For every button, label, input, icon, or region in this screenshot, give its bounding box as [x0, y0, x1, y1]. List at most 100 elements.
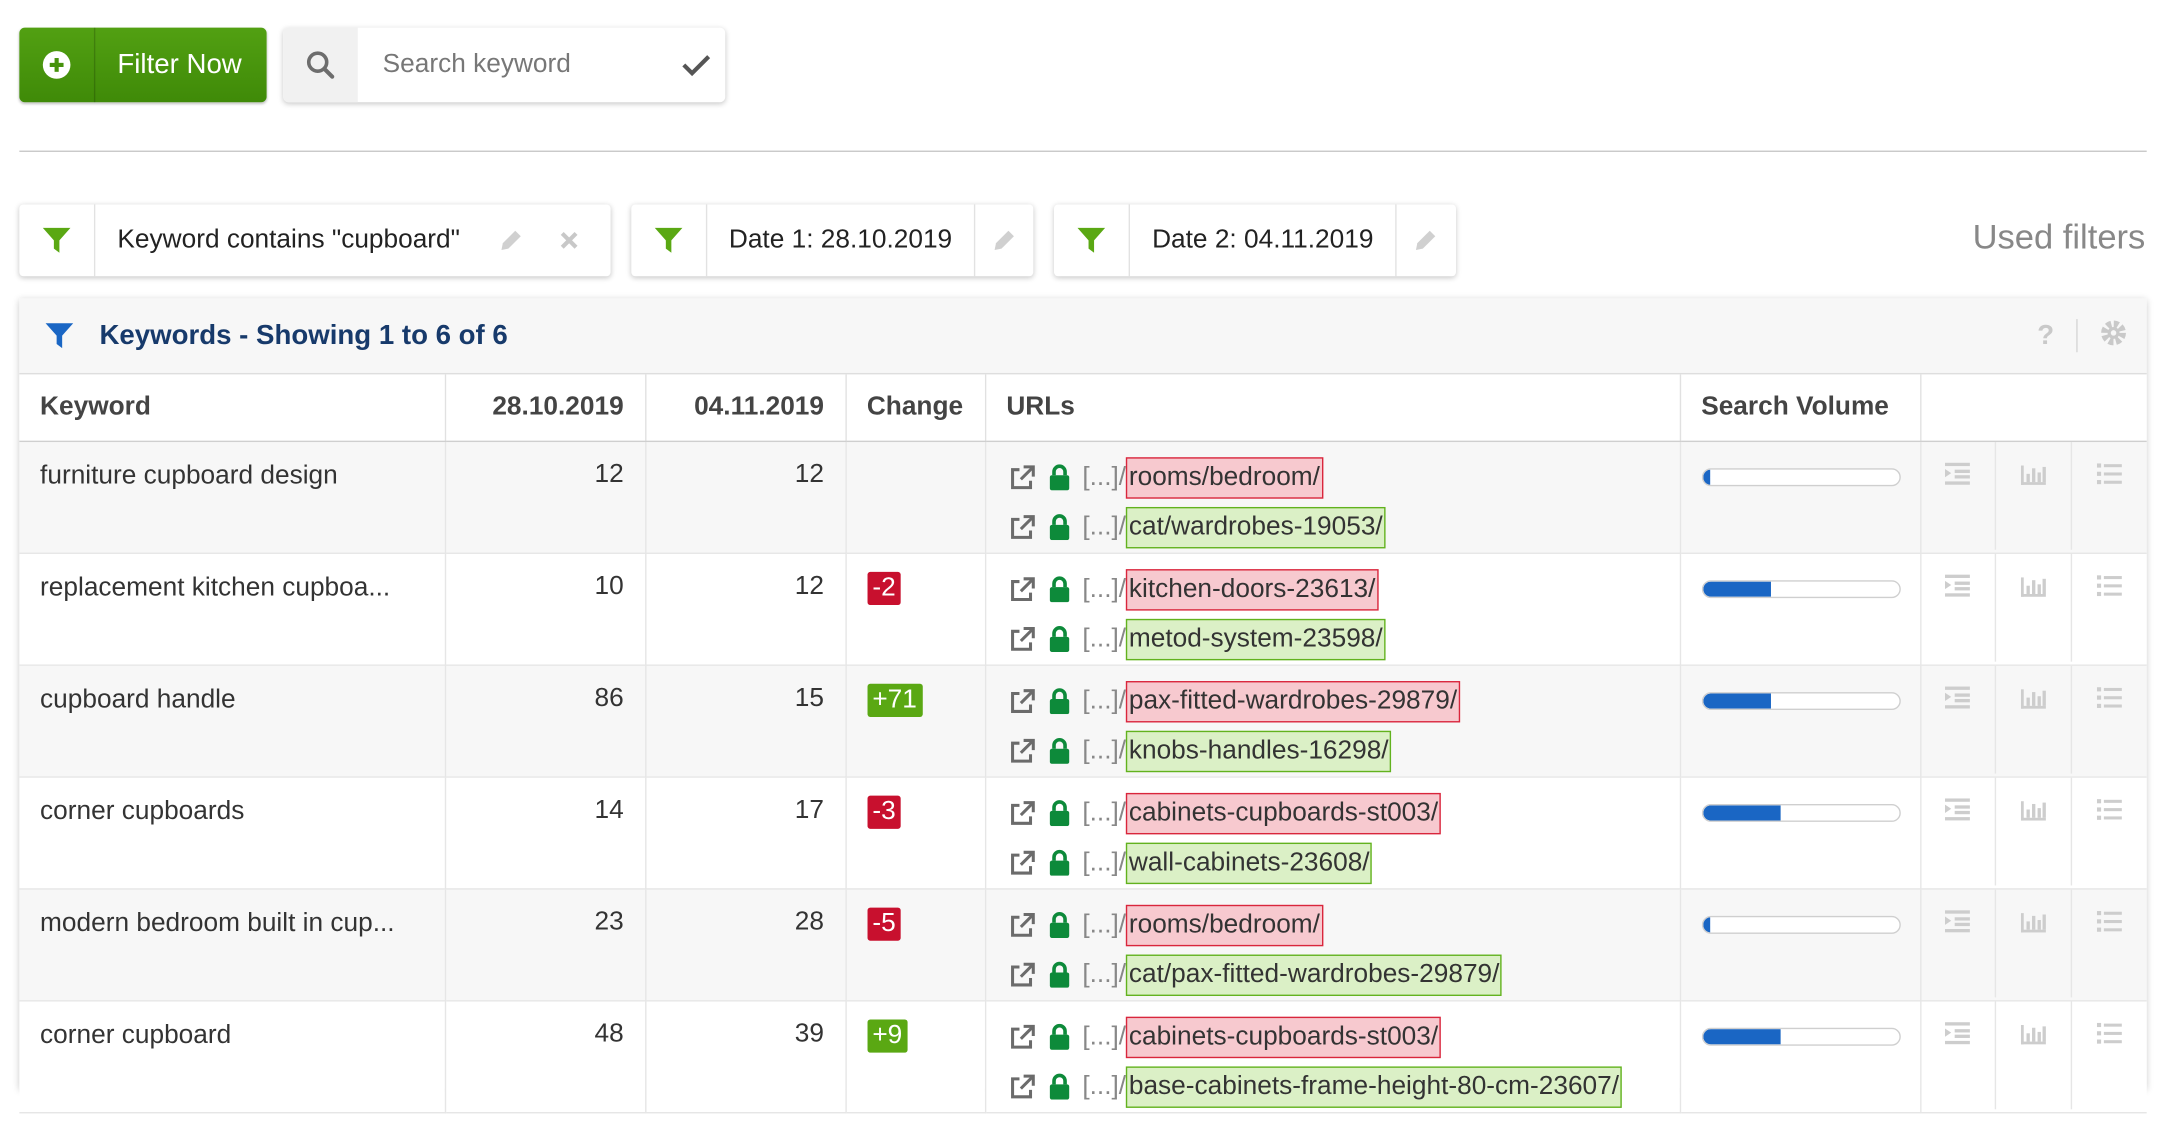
external-link-icon[interactable] — [1008, 625, 1038, 653]
url-path-new[interactable]: knobs-handles-16298/ — [1126, 730, 1392, 772]
filter-chip-date2[interactable]: Date 2: 04.11.2019 — [1054, 204, 1456, 277]
column-header-date1[interactable]: 28.10.2019 — [444, 374, 646, 442]
bar-chart-icon[interactable] — [1996, 553, 2072, 661]
url-path-lost[interactable]: rooms/bedroom/ — [1126, 456, 1323, 498]
lock-icon — [1038, 688, 1079, 715]
list-icon[interactable] — [2071, 889, 2146, 997]
row-actions-cell — [1920, 888, 2147, 1001]
table-row: furniture cupboard design 12 12 [...]/rooms… — [19, 440, 2147, 554]
change-cell — [845, 440, 986, 554]
urls-cell: [...]/kitchen-doors-23613/[...]/metod-sy… — [984, 552, 1681, 666]
url-line-lost: [...]/pax-fitted-wardrobes-29879/ — [1008, 676, 1679, 726]
url-path-lost[interactable]: kitchen-doors-23613/ — [1126, 568, 1379, 610]
external-link-icon[interactable] — [1008, 575, 1038, 603]
external-link-icon[interactable] — [1008, 911, 1038, 939]
url-path-lost[interactable]: cabinets-cupboards-st003/ — [1126, 792, 1441, 834]
bar-chart-icon[interactable] — [1996, 777, 2072, 885]
search-input[interactable] — [357, 48, 669, 82]
external-link-icon[interactable] — [1008, 849, 1038, 877]
keyword-cell[interactable]: corner cupboards — [19, 776, 446, 889]
list-icon[interactable] — [2071, 665, 2146, 773]
panel-header: Keywords - Showing 1 to 6 of 6 ? — [19, 298, 2147, 375]
url-prefix: [...]/ — [1082, 847, 1127, 877]
gear-icon[interactable] — [2100, 318, 2128, 353]
list-icon[interactable] — [2071, 441, 2146, 549]
bar-chart-icon[interactable] — [1996, 1000, 2072, 1109]
change-badge: +71 — [866, 683, 923, 717]
column-header-urls[interactable]: URLs — [984, 374, 1681, 442]
url-path-lost[interactable]: rooms/bedroom/ — [1126, 904, 1323, 946]
rank-date2-cell: 28 — [645, 888, 847, 1001]
url-path-new[interactable]: base-cabinets-frame-height-80-cm-23607/ — [1126, 1065, 1622, 1108]
column-header-date2[interactable]: 04.11.2019 — [645, 374, 847, 442]
url-path-lost[interactable]: cabinets-cupboards-st003/ — [1126, 1016, 1441, 1058]
urls-cell: [...]/cabinets-cupboards-st003/[...]/wal… — [984, 776, 1681, 889]
url-prefix: [...]/ — [1082, 735, 1127, 765]
external-link-icon[interactable] — [1008, 463, 1038, 491]
used-filters-label: Used filters — [1972, 218, 2146, 257]
bar-chart-icon[interactable] — [1996, 888, 2072, 997]
table-row: replacement kitchen cupboa... 10 12 -2 [...]… — [19, 552, 2147, 666]
search-volume-bar — [1701, 803, 1901, 822]
list-icon[interactable] — [2071, 1001, 2146, 1109]
list-icon[interactable] — [2071, 777, 2146, 885]
external-link-icon[interactable] — [1008, 961, 1038, 989]
external-link-icon[interactable] — [1008, 799, 1038, 827]
filter-chip-date1[interactable]: Date 1: 28.10.2019 — [631, 204, 1034, 277]
close-icon[interactable] — [540, 204, 598, 276]
external-link-icon[interactable] — [1008, 1073, 1038, 1101]
check-icon[interactable] — [669, 52, 724, 77]
indent-list-icon[interactable] — [1921, 777, 1997, 885]
indent-list-icon[interactable] — [1921, 553, 1997, 661]
url-line-lost: [...]/rooms/bedroom/ — [1008, 900, 1679, 950]
indent-list-icon[interactable] — [1921, 888, 1997, 997]
search-volume-fill — [1702, 916, 1711, 932]
plus-circle-icon — [42, 51, 71, 79]
filter-chip-keyword[interactable]: Keyword contains "cupboard" — [19, 204, 611, 277]
pencil-icon[interactable] — [1395, 204, 1455, 277]
external-link-icon[interactable] — [1008, 737, 1038, 765]
filter-chip-label: Date 2: 04.11.2019 — [1152, 225, 1374, 255]
external-link-icon[interactable] — [1008, 513, 1038, 541]
indent-list-icon[interactable] — [1921, 665, 1997, 773]
lock-icon — [1038, 576, 1079, 603]
row-actions — [1921, 888, 2147, 997]
column-header-keyword[interactable]: Keyword — [19, 374, 446, 442]
keyword-cell[interactable]: modern bedroom built in cup... — [19, 888, 446, 1001]
rank-date2-cell: 39 — [645, 1000, 847, 1113]
help-icon[interactable]: ? — [2037, 319, 2055, 351]
indent-list-icon[interactable] — [1921, 1000, 1997, 1109]
search-icon[interactable] — [283, 27, 358, 103]
indent-list-icon[interactable] — [1921, 441, 1997, 550]
url-prefix: [...]/ — [1082, 511, 1127, 541]
list-icon[interactable] — [2071, 553, 2146, 661]
column-header-search-volume[interactable]: Search Volume — [1679, 374, 1921, 442]
bar-chart-icon[interactable] — [1996, 665, 2072, 773]
bar-chart-icon[interactable] — [1996, 441, 2072, 550]
url-path-new[interactable]: cat/pax-fitted-wardrobes-29879/ — [1126, 953, 1503, 996]
url-path-new[interactable]: cat/wardrobes-19053/ — [1126, 506, 1386, 548]
rank-date1-cell: 14 — [444, 776, 646, 889]
urls-cell: [...]/cabinets-cupboards-st003/[...]/bas… — [984, 1000, 1681, 1113]
keyword-cell[interactable]: furniture cupboard design — [19, 440, 446, 554]
keyword-cell[interactable]: cupboard handle — [19, 664, 446, 778]
url-path-new[interactable]: wall-cabinets-23608/ — [1126, 841, 1373, 884]
url-line-new: [...]/cat/wardrobes-19053/ — [1008, 502, 1679, 552]
row-actions — [1921, 1000, 2147, 1109]
pencil-icon[interactable] — [482, 204, 540, 276]
search-volume-cell — [1679, 776, 1921, 889]
url-path-new[interactable]: metod-system-23598/ — [1126, 618, 1386, 660]
row-actions — [1921, 441, 2147, 550]
filter-now-button[interactable]: Filter Now — [19, 27, 267, 103]
urls-cell: [...]/ rooms/bedroom/[...]/cat/wardrobes-… — [984, 440, 1681, 554]
table-row: modern bedroom built in cup... 23 28 -5 [...… — [19, 888, 2147, 1001]
keyword-cell[interactable]: corner cupboard — [19, 1000, 446, 1113]
lock-icon — [1038, 1023, 1079, 1050]
column-header-change[interactable]: Change — [845, 374, 986, 442]
pencil-icon[interactable] — [974, 204, 1033, 277]
external-link-icon[interactable] — [1008, 1023, 1038, 1051]
lock-icon — [1038, 626, 1079, 653]
url-path-lost[interactable]: pax-fitted-wardrobes-29879/ — [1126, 680, 1460, 722]
keyword-cell[interactable]: replacement kitchen cupboa... — [19, 552, 446, 666]
external-link-icon[interactable] — [1008, 687, 1038, 715]
